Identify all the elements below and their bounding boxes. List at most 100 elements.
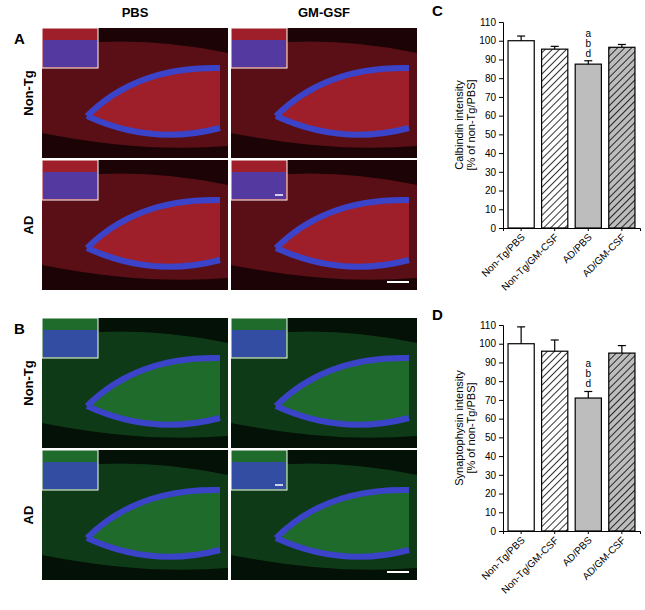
y-tick-mark <box>499 22 503 23</box>
error-bar <box>588 391 589 398</box>
micrograph-background <box>231 28 417 158</box>
x-tick-mark <box>554 531 555 534</box>
y-tick: 40 <box>485 148 503 159</box>
y-tick-mark <box>499 437 503 438</box>
error-cap <box>618 345 626 346</box>
inset-layer <box>232 462 286 489</box>
bar <box>575 398 601 531</box>
column-header: PBS <box>122 5 149 20</box>
plot-marks <box>508 36 635 228</box>
x-axis: Non-Tg/PBSNon-Tg/GM-CSFAD/PBSAD/GM-CSF <box>479 228 640 293</box>
inset <box>42 318 98 358</box>
panel-label: A <box>14 30 25 47</box>
inset-layer <box>43 330 97 357</box>
granule-layer <box>276 358 409 406</box>
error-cap <box>618 44 626 45</box>
micrograph <box>42 28 228 158</box>
x-tick: AD/PBS <box>560 228 594 265</box>
micrograph-background <box>42 318 228 448</box>
y-tick-mark <box>499 191 503 192</box>
bar <box>542 49 568 228</box>
y-tick-mark <box>499 400 503 401</box>
error-cap <box>517 35 525 36</box>
granule-layer <box>276 406 409 425</box>
y-tick-mark <box>499 134 503 135</box>
inset <box>231 450 287 490</box>
inset-layer <box>232 40 286 67</box>
y-tick-label: 80 <box>485 376 497 387</box>
y-tick: 50 <box>485 129 503 140</box>
y-tick: 90 <box>485 54 503 65</box>
error-cap <box>584 391 592 392</box>
y-tick-label: 0 <box>490 526 496 537</box>
bar <box>575 64 601 228</box>
y-tick-label: 40 <box>485 451 497 462</box>
y-tick: 80 <box>485 376 503 387</box>
granule-layer <box>87 358 220 406</box>
y-tick: 70 <box>485 395 503 406</box>
y-tick-label: 110 <box>480 320 496 331</box>
y-tick: 80 <box>485 73 503 84</box>
granule-layer <box>276 68 409 116</box>
scale-bar <box>387 571 409 573</box>
bar-chart: CCalbindin intensity[% of non-Tg/PBS]abd… <box>432 2 641 293</box>
y-tick-label: 0 <box>490 223 496 234</box>
x-tick-mark <box>521 228 522 231</box>
granule-layer <box>276 248 409 267</box>
bar-chart: DSynaptophysin intensity[% of non-Tg/PBS… <box>432 306 641 596</box>
y-tick: 60 <box>485 413 503 424</box>
y-axis-title: Calbindin intensity <box>453 80 465 170</box>
y-axis-title: Synaptophysin intensity <box>453 370 465 486</box>
panel-label: B <box>14 320 25 337</box>
y-tick-label: 40 <box>485 148 497 159</box>
y-tick: 100 <box>479 338 503 349</box>
y-tick-mark <box>499 381 503 382</box>
y-tick-label: 10 <box>485 204 497 215</box>
y-tick: 30 <box>485 167 503 178</box>
y-tick: 20 <box>485 185 503 196</box>
x-tick-mark <box>621 228 622 231</box>
bar <box>542 351 568 531</box>
dentate-gyrus <box>276 490 409 557</box>
y-tick-mark <box>499 116 503 117</box>
y-tick: 30 <box>485 470 503 481</box>
y-tick: 70 <box>485 92 503 103</box>
inset-layer <box>232 172 286 199</box>
x-tick-label: Non-Tg/GM-CSF <box>499 535 560 596</box>
y-tick-mark <box>499 419 503 420</box>
y-tick: 90 <box>485 357 503 368</box>
granule-layer <box>87 490 220 538</box>
y-tick: 100 <box>479 35 503 46</box>
y-tick-mark <box>499 531 503 532</box>
scale-bar <box>275 194 283 196</box>
micrograph-background <box>42 28 228 158</box>
x-axis: Non-Tg/PBSNon-Tg/GM-CSFAD/PBSAD/GM-CSF <box>479 531 640 596</box>
y-tick-mark <box>499 209 503 210</box>
error-cap <box>517 326 525 327</box>
micrograph <box>42 318 228 448</box>
y-axis-line <box>499 23 504 229</box>
y-tick-mark <box>499 172 503 173</box>
row-label: Non-Tg <box>21 70 36 116</box>
y-axis-line <box>499 326 504 532</box>
inset <box>231 28 287 68</box>
significance-label: d <box>586 48 592 59</box>
micrograph-background <box>231 450 417 580</box>
micrograph-background <box>231 160 417 290</box>
bar <box>508 41 534 228</box>
granule-layer <box>87 248 220 267</box>
y-tick-mark <box>499 97 503 98</box>
y-tick-mark <box>499 59 503 60</box>
inset-layer <box>43 172 97 199</box>
y-tick-label: 20 <box>485 185 497 196</box>
bar <box>609 353 635 531</box>
bar-base <box>542 49 568 228</box>
x-tick: Non-Tg/GM-CSF <box>499 531 560 596</box>
bar-base <box>542 351 568 531</box>
y-tick-label: 70 <box>485 395 497 406</box>
y-tick-mark <box>499 153 503 154</box>
x-tick: AD/PBS <box>560 531 594 568</box>
bar <box>508 344 534 531</box>
error-cap <box>551 339 559 340</box>
y-tick-label: 50 <box>485 432 497 443</box>
